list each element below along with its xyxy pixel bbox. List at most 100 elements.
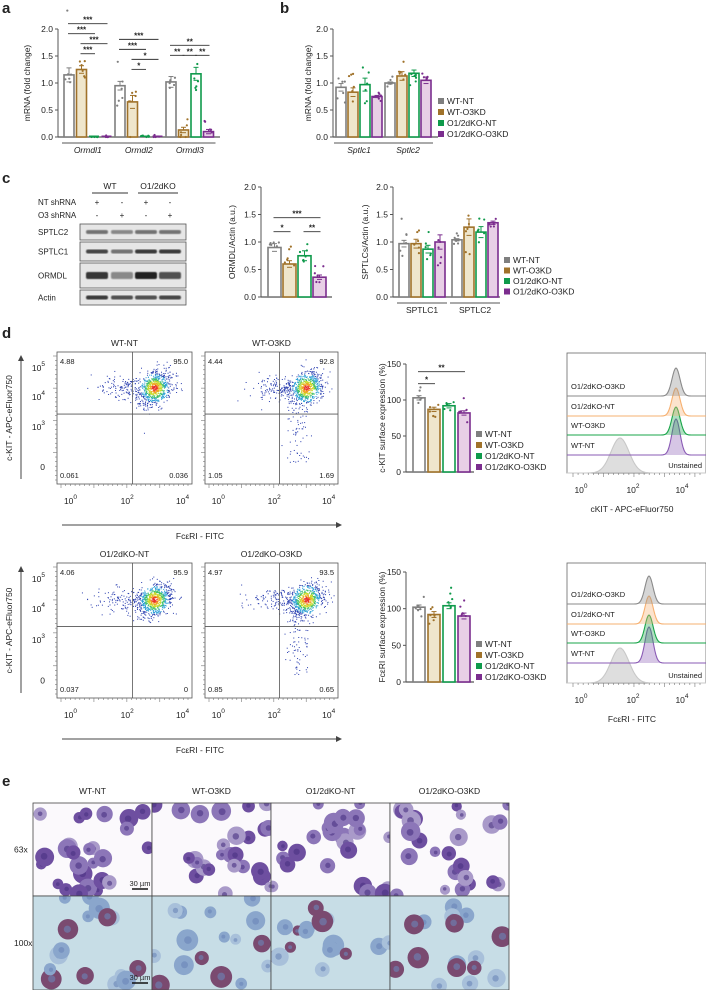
flow-event <box>309 585 311 587</box>
flow-event <box>158 409 160 411</box>
data-point <box>402 60 405 63</box>
data-point <box>179 131 183 134</box>
flow-event <box>160 385 162 387</box>
flow-event <box>303 620 305 622</box>
flow-event <box>168 383 170 385</box>
cell-nucleus <box>99 856 106 863</box>
flow-event <box>156 597 158 599</box>
flow-event <box>309 601 311 603</box>
flow-event <box>308 458 310 460</box>
flow-event <box>305 386 307 388</box>
flow-event <box>155 587 157 589</box>
flow-event <box>307 390 309 392</box>
flow-event <box>300 392 302 394</box>
flow-event <box>159 375 161 377</box>
flow-event <box>307 585 309 587</box>
flow-event <box>293 589 295 591</box>
flow-event <box>156 381 158 383</box>
flow-event <box>159 580 161 582</box>
cell-nucleus <box>271 884 275 889</box>
flow-event <box>142 616 144 618</box>
flow-event <box>316 377 318 379</box>
flow-event <box>150 609 152 611</box>
flow-event <box>305 389 307 391</box>
flow-event <box>275 598 277 600</box>
flow-event <box>298 604 300 606</box>
flow-event <box>320 392 322 394</box>
flow-event <box>146 403 148 405</box>
flow-event <box>316 386 318 388</box>
flow-event <box>296 604 298 606</box>
flow-event <box>138 604 140 606</box>
flow-event <box>157 600 159 602</box>
flow-event <box>298 603 300 605</box>
flow-event <box>294 601 296 603</box>
flow-event <box>102 386 104 388</box>
flow-event <box>302 602 304 604</box>
flow-event <box>268 387 270 389</box>
histogram-o1-2dko-o3kd-curve <box>567 626 706 664</box>
cell-nucleus <box>86 896 93 900</box>
flow-event <box>288 397 290 399</box>
flow-event <box>296 617 298 619</box>
y-tick-label: 2.0 <box>244 182 256 192</box>
flow-event <box>301 382 303 384</box>
data-point <box>437 238 440 242</box>
flow-event <box>140 602 142 604</box>
flow-event <box>163 385 165 387</box>
flow-event <box>306 388 308 390</box>
flow-event <box>110 608 112 610</box>
flow-event <box>152 600 154 602</box>
flow-event <box>308 373 310 375</box>
flow-event <box>137 389 139 391</box>
data-point <box>193 77 196 80</box>
cell-nucleus <box>122 977 130 985</box>
flow-event <box>295 434 297 436</box>
flow-event <box>144 612 146 614</box>
flow-event <box>297 602 299 604</box>
flow-event <box>303 389 305 391</box>
flow-event <box>314 382 316 384</box>
flow-event <box>311 389 313 391</box>
data-point <box>445 402 448 405</box>
data-point <box>397 70 401 73</box>
tick-base: 10 <box>32 574 42 584</box>
flow-event <box>120 387 122 389</box>
flow-event <box>289 441 291 443</box>
y-tick-label: 1.5 <box>376 210 388 220</box>
flow-event <box>280 592 282 594</box>
flow-event <box>315 382 317 384</box>
cell-nucleus <box>490 878 496 884</box>
bar-o1-2dko-nt <box>190 73 202 138</box>
tick-exponent: 0 <box>221 494 225 501</box>
flow-event <box>300 395 302 397</box>
flow-event <box>307 393 309 395</box>
flow-event <box>153 377 155 379</box>
flow-event <box>169 603 171 605</box>
flow-event <box>282 391 284 393</box>
flow-event <box>138 596 140 598</box>
flow-event <box>318 595 320 597</box>
flow-event <box>159 598 161 600</box>
flow-event <box>157 376 159 378</box>
flow-event <box>283 591 285 593</box>
flow-event <box>320 380 322 382</box>
flow-event <box>237 400 239 402</box>
data-point <box>196 80 200 83</box>
data-point <box>449 605 452 608</box>
flow-event <box>141 618 143 620</box>
flow-event <box>145 399 147 401</box>
quadrant-lower-right-percent: 1.69 <box>319 471 334 480</box>
cell-nucleus <box>58 947 65 953</box>
flow-event <box>311 593 313 595</box>
y-tick-label: 1.5 <box>41 51 53 61</box>
data-point <box>404 242 408 245</box>
flow-event <box>127 393 129 395</box>
flow-event <box>247 604 249 606</box>
flow-event <box>258 371 260 373</box>
flow-event <box>306 401 308 403</box>
flow-event <box>176 392 178 394</box>
data-point <box>449 592 452 595</box>
flow-event <box>304 656 306 658</box>
flow-event <box>258 599 260 601</box>
